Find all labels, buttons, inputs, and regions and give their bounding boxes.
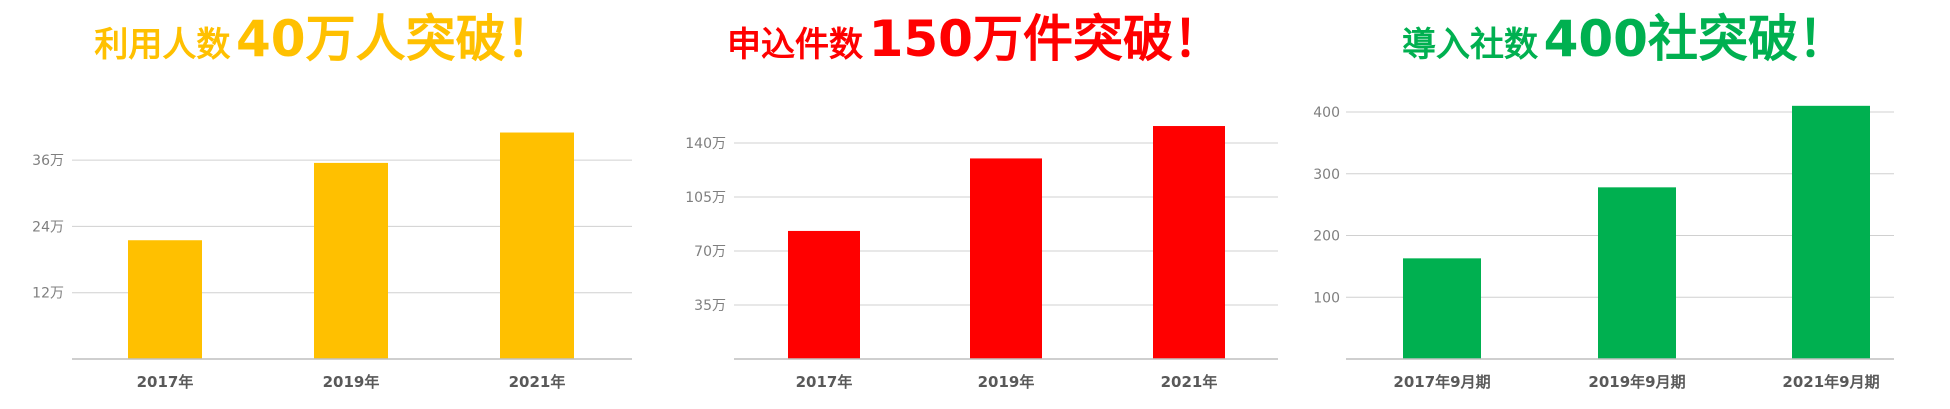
chart-panel-applications: 申込件数 150万件突破！ 35万 70万 105万 140万 2017年 2019年 20… xyxy=(650,0,1300,409)
x-tick-label: 2021年9月期 xyxy=(1782,373,1879,391)
x-tick-label: 2017年 xyxy=(137,373,194,391)
bar xyxy=(1403,258,1481,359)
bar xyxy=(1153,126,1225,360)
y-tick-label: 12万 xyxy=(32,286,64,302)
bar-chart-companies: 100 200 300 400 2017年9月期 2019年9月期 2021年9月期 xyxy=(1313,105,1894,391)
chart-panel-companies: 導入社数 400社突破！ 100 200 300 400 2017年9月期 2019年9月… xyxy=(1300,0,1950,409)
bar xyxy=(128,240,202,359)
y-tick-label: 400 xyxy=(1313,105,1340,121)
bar xyxy=(788,230,860,359)
chart-title-prefix: 導入社数 xyxy=(1402,25,1539,65)
chart-title-prefix: 申込件数 xyxy=(727,25,864,65)
x-tick-label: 2019年 xyxy=(978,373,1035,391)
x-tick-label: 2021年 xyxy=(509,373,566,391)
chart-title: 利用人数 40万人突破！ xyxy=(0,14,650,64)
bar xyxy=(1598,187,1676,359)
bar xyxy=(500,132,574,359)
bar xyxy=(314,162,388,359)
y-tick-label: 36万 xyxy=(32,153,64,169)
chart-title-highlight: 400社突破！ xyxy=(1543,10,1848,68)
bar xyxy=(970,158,1042,359)
y-tick-label: 70万 xyxy=(694,244,726,260)
x-tick-label: 2021年 xyxy=(1161,373,1218,391)
y-tick-label: 140万 xyxy=(685,136,726,152)
y-tick-label: 35万 xyxy=(694,298,726,314)
chart-title-highlight: 150万件突破！ xyxy=(868,10,1223,68)
x-tick-label: 2017年 xyxy=(796,373,853,391)
y-tick-label: 105万 xyxy=(685,190,726,206)
y-tick-label: 200 xyxy=(1313,229,1340,245)
x-tick-label: 2019年9月期 xyxy=(1588,373,1685,391)
bar-chart-applications: 35万 70万 105万 140万 2017年 2019年 2021年 xyxy=(685,126,1278,391)
y-tick-label: 300 xyxy=(1313,167,1340,183)
bar xyxy=(1792,105,1870,359)
y-tick-label: 100 xyxy=(1313,290,1340,306)
x-tick-label: 2019年 xyxy=(323,373,380,391)
chart-title-prefix: 利用人数 xyxy=(94,25,231,65)
y-tick-label: 24万 xyxy=(32,219,64,235)
bar-chart-users: 12万 24万 36万 2017年 2019年 2021年 xyxy=(32,132,632,391)
chart-title: 導入社数 400社突破！ xyxy=(1300,14,1950,64)
chart-panel-users: 利用人数 40万人突破！ 12万 24万 36万 2017年 2019年 2021年 xyxy=(0,0,650,409)
chart-title: 申込件数 150万件突破！ xyxy=(650,14,1300,64)
chart-title-highlight: 40万人突破！ xyxy=(235,10,556,68)
x-tick-label: 2017年9月期 xyxy=(1393,373,1490,391)
